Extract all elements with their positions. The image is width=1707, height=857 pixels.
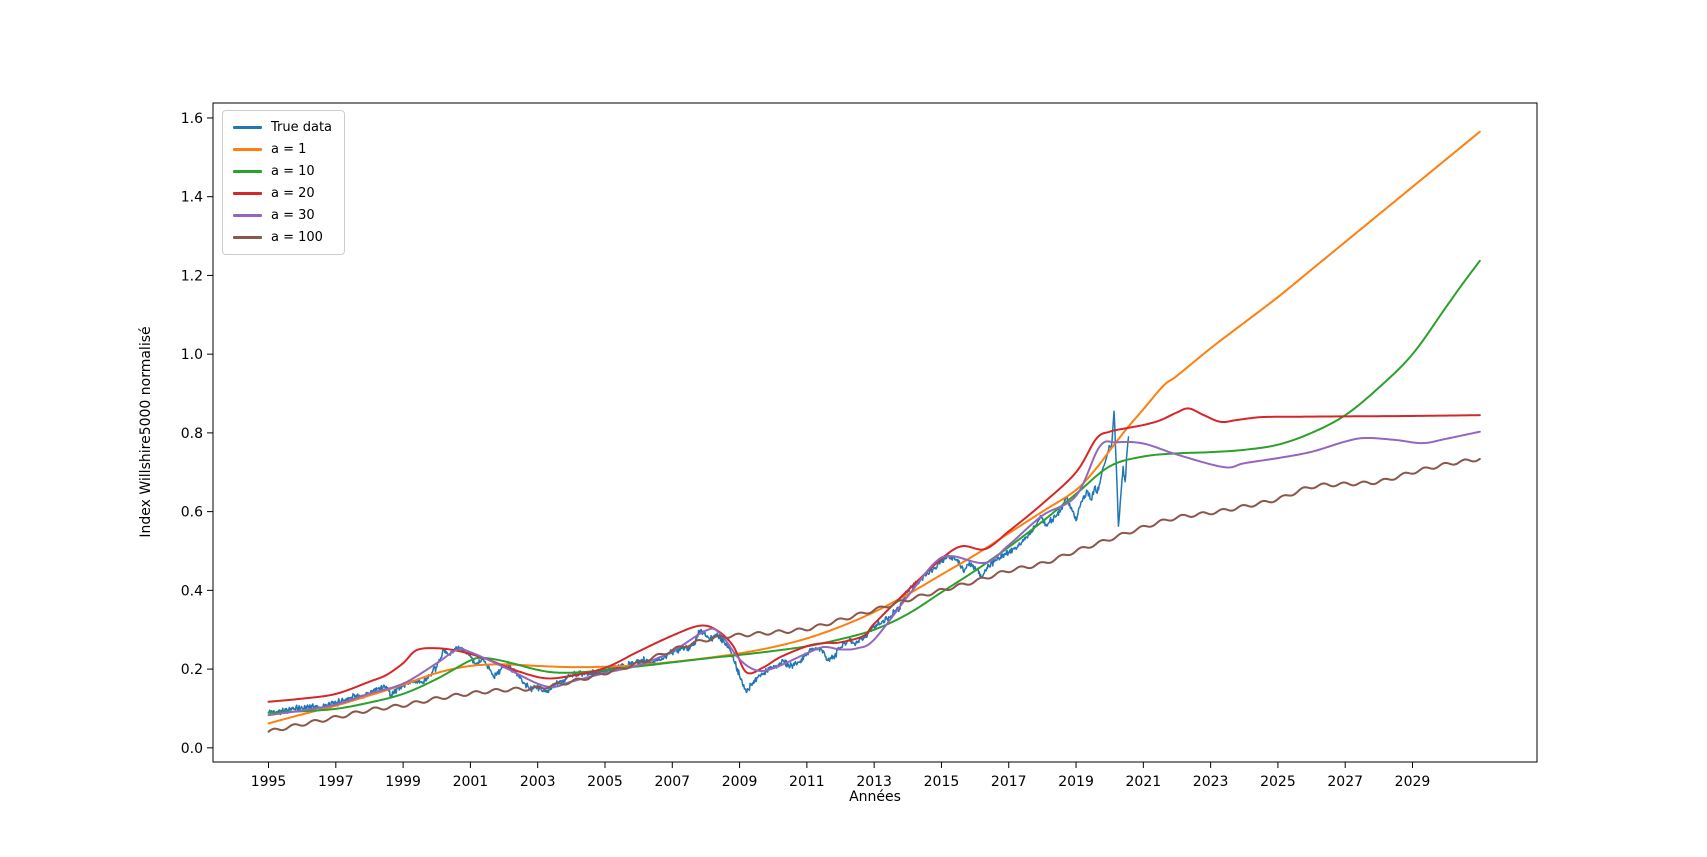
- y-tick-label: 1.0: [181, 347, 203, 363]
- series-line-a-1: [267, 130, 1481, 725]
- x-tick-label: 2003: [520, 774, 556, 790]
- legend-line-swatch: [233, 126, 262, 129]
- legend-item-a-20: a = 20: [233, 186, 332, 201]
- y-tick-label: 0.4: [181, 583, 203, 599]
- x-tick-label: 2029: [1395, 774, 1431, 790]
- legend-label: a = 1: [271, 142, 307, 157]
- x-tick-label: 2013: [856, 774, 892, 790]
- legend-label: a = 100: [271, 230, 323, 245]
- series-line-a-30: [267, 430, 1481, 717]
- legend-label: a = 20: [271, 186, 315, 201]
- plot-area-border: [212, 102, 1538, 763]
- x-tick-label: 2027: [1327, 774, 1363, 790]
- x-tick-label: 2001: [453, 774, 489, 790]
- series-line-a-100: [267, 457, 1481, 733]
- y-tick-label: 0.2: [181, 662, 203, 678]
- x-tick-label: 2015: [924, 774, 960, 790]
- series-line-a-20: [267, 407, 1481, 703]
- legend-line-swatch: [233, 236, 262, 239]
- y-axis-label: Index Willshire5000 normalisé: [138, 326, 154, 537]
- y-tick-label: 1.2: [181, 268, 203, 284]
- x-tick-label: 2007: [654, 774, 690, 790]
- legend-item-true-data: True data: [233, 120, 332, 135]
- x-tick-label: 2005: [587, 774, 623, 790]
- legend-item-a-30: a = 30: [233, 208, 332, 223]
- x-tick-label: 2019: [1058, 774, 1094, 790]
- y-tick-label: 0.8: [181, 426, 203, 442]
- x-tick-label: 2025: [1260, 774, 1296, 790]
- legend-line-swatch: [233, 170, 262, 173]
- x-tick-label: 1995: [251, 774, 287, 790]
- x-tick-label: 1997: [318, 774, 354, 790]
- legend: True data a = 1 a = 10 a = 20 a = 30 a = 100: [222, 110, 346, 255]
- series-line-a-10: [267, 259, 1481, 714]
- legend-item-a-10: a = 10: [233, 164, 332, 179]
- x-axis-label: Années: [849, 789, 901, 805]
- legend-label: a = 30: [271, 208, 315, 223]
- y-tick-label: 1.6: [181, 111, 203, 127]
- legend-line-swatch: [233, 214, 262, 217]
- x-tick-label: 2021: [1126, 774, 1162, 790]
- x-tick-label: 2017: [991, 774, 1027, 790]
- legend-line-swatch: [233, 192, 262, 195]
- x-tick-label: 2011: [789, 774, 825, 790]
- x-tick-label: 2023: [1193, 774, 1229, 790]
- legend-item-a-100: a = 100: [233, 230, 332, 245]
- x-tick-label: 1999: [385, 774, 421, 790]
- legend-label: a = 10: [271, 164, 315, 179]
- legend-label: True data: [271, 120, 333, 135]
- legend-item-a-1: a = 1: [233, 142, 332, 157]
- axis-ticks: 1995 1997 1999 2001 2003 2005 2007 2009 2011 2013…: [181, 111, 1431, 790]
- data-lines: [267, 130, 1481, 733]
- y-tick-label: 0.0: [181, 741, 203, 757]
- y-tick-label: 1.4: [181, 190, 203, 206]
- series-line-true-data: [267, 410, 1130, 716]
- legend-line-swatch: [233, 148, 262, 151]
- x-tick-label: 2009: [722, 774, 758, 790]
- y-tick-label: 0.6: [181, 505, 203, 521]
